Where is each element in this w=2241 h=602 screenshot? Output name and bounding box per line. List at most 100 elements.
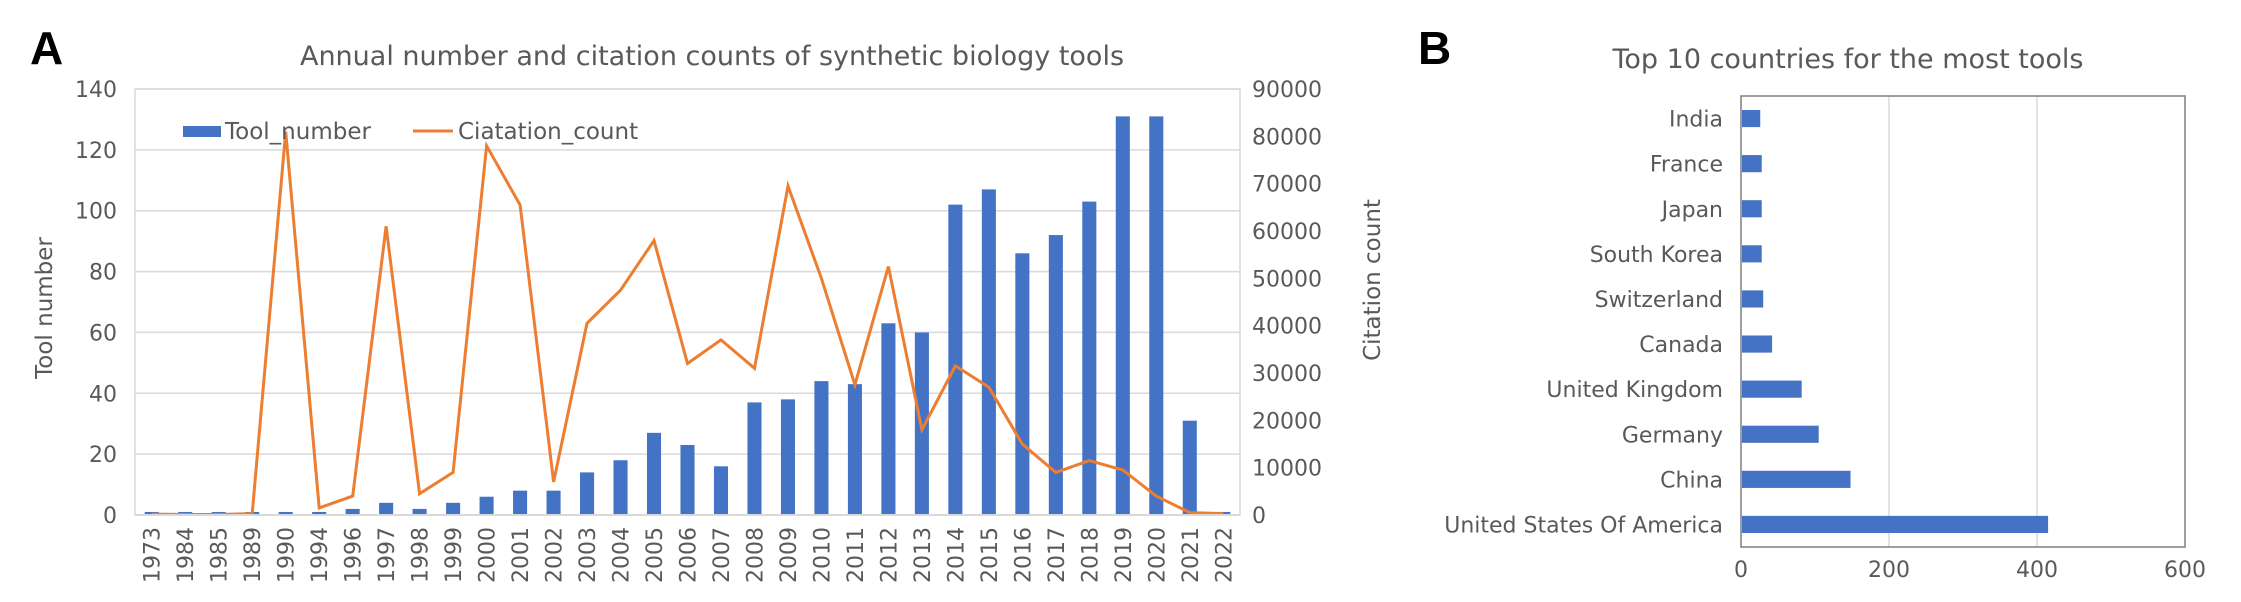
chart-a-bar (278, 511, 293, 515)
combo-chart-annual-tools: Annual number and citation counts of syn… (32, 41, 1386, 583)
chart-a-bar (379, 502, 394, 515)
chart-b-x-tick-label: 0 (1734, 558, 1748, 583)
chart-b-plot-frame (1740, 95, 2186, 548)
chart-a-x-tick-label: 1984 (174, 527, 199, 583)
chart-a-bar (412, 508, 427, 515)
chart-a-bars (144, 116, 1231, 516)
chart-a-x-tick-label: 1999 (442, 527, 467, 583)
chart-a-bar (1182, 420, 1197, 515)
chart-a-bar (713, 466, 729, 515)
panel-a-letter: A (30, 22, 63, 74)
chart-a-bar (1015, 253, 1030, 516)
chart-a-y-tick-label: 20 (89, 443, 117, 468)
chart-a-x-tick-label: 2020 (1145, 527, 1170, 583)
chart-a-y-tick-label: 60 (89, 321, 117, 346)
chart-a-x-tick-label: 2001 (509, 527, 534, 583)
chart-b-x-tick-label: 600 (2164, 558, 2206, 583)
chart-b-x-tick-label: 200 (1868, 558, 1910, 583)
chart-b-bars (1742, 109, 2049, 534)
chart-b-y-tick-label: United States Of America (1444, 513, 1723, 538)
chart-a-x-tick-label: 2005 (643, 527, 668, 583)
chart-a-bar (680, 445, 695, 515)
chart-a-bar (1149, 116, 1164, 515)
chart-a-y2-tick-label: 60000 (1252, 220, 1322, 245)
chart-a-x-tick-label: 2012 (877, 527, 902, 583)
chart-a-bar (1115, 116, 1130, 515)
chart-a-bar (646, 432, 662, 515)
chart-a-y2-tick-label: 10000 (1252, 457, 1322, 482)
chart-b-bar (1742, 380, 1802, 398)
chart-a-bar (513, 490, 528, 515)
panel-b-letter: B (1418, 22, 1451, 74)
chart-a-x-tick-label: 2007 (710, 527, 735, 583)
legend-tool-number-swatch (183, 126, 221, 137)
chart-b-y-tick-label: Canada (1639, 333, 1723, 358)
chart-a-y-tick-label: 140 (75, 78, 117, 103)
chart-a-bar (446, 502, 461, 515)
chart-a-bar (613, 460, 628, 515)
chart-a-legend: Tool_number Ciatation_count (183, 119, 638, 145)
chart-a-x-tick-label: 1996 (342, 527, 367, 583)
chart-a-x-tick-label: 2015 (978, 527, 1003, 583)
chart-b-bar (1742, 155, 1762, 173)
chart-a-x-tick-label: 1973 (141, 527, 166, 583)
chart-a-x-tick-label: 2003 (576, 527, 601, 583)
chart-a-y2-tick-label: 0 (1252, 504, 1266, 529)
chart-a-y2-tick-label: 40000 (1252, 315, 1322, 340)
legend-tool-number-label: Tool_number (224, 119, 371, 145)
chart-a-bar (881, 323, 896, 515)
chart-b-y-tick-label: Germany (1622, 423, 1723, 448)
chart-a-y2-tick-label: 80000 (1252, 125, 1322, 150)
chart-a-bar (747, 402, 762, 515)
chart-b-x-tick-label: 400 (2016, 558, 2058, 583)
chart-b-bar (1742, 245, 1762, 263)
chart-a-x-tick-label: 2016 (1011, 527, 1036, 583)
chart-b-y-tick-label: India (1669, 108, 1723, 133)
chart-a-x-tick-label: 2014 (944, 527, 969, 583)
chart-a-x-tick-label: 2018 (1078, 527, 1103, 583)
chart-a-bar (948, 204, 963, 515)
chart-a-x-tick-label: 2013 (911, 527, 936, 583)
chart-b-y-tick-label: South Korea (1590, 243, 1723, 268)
chart-a-x-tick-label: 1989 (241, 527, 266, 583)
chart-b-axes: 0 200 400 600 United States Of America China G… (1444, 95, 2206, 583)
chart-a-bar (580, 472, 595, 515)
chart-b-y-tick-label: Switzerland (1595, 288, 1723, 313)
chart-a-y-tick-label: 120 (75, 139, 117, 164)
chart-a-x-tick-label: 2009 (777, 527, 802, 583)
chart-a-bar (981, 189, 996, 515)
chart-b-bar (1742, 290, 1764, 308)
chart-a-citation-line (151, 131, 1224, 516)
bar-chart-top-countries: Top 10 countries for the most tools 0 200… (1444, 44, 2206, 583)
chart-a-bar (814, 381, 829, 515)
chart-a-y2-tick-label: 30000 (1252, 362, 1322, 387)
chart-a-y2-tick-label: 90000 (1252, 78, 1322, 103)
chart-a-y2-tick-label: 70000 (1252, 173, 1322, 198)
chart-a-x-tick-label: 2010 (810, 527, 835, 583)
chart-a-bar (345, 508, 360, 515)
chart-b-title: Top 10 countries for the most tools (1612, 44, 2084, 75)
chart-b-y-tick-label: China (1660, 468, 1723, 493)
chart-a-x-tick-label: 2019 (1112, 527, 1137, 583)
chart-a-bar (312, 511, 327, 515)
chart-a-title: Annual number and citation counts of syn… (300, 41, 1124, 72)
chart-a-x-tick-label: 2000 (476, 527, 501, 583)
chart-a-bar (1048, 235, 1063, 516)
chart-b-bar (1742, 515, 2049, 534)
chart-a-y-tick-label: 40 (89, 382, 117, 407)
chart-b-gridlines (1888, 96, 2038, 547)
chart-a-y2-tick-label: 50000 (1252, 267, 1322, 292)
chart-a-axes: 0 20 40 60 80 100 120 140 0 10000 20000 30000 40000 5… (75, 78, 1322, 583)
chart-a-y-tick-label: 0 (103, 504, 117, 529)
chart-b-y-tick-label: United Kingdom (1546, 378, 1723, 403)
chart-a-x-tick-label: 1985 (208, 527, 233, 583)
chart-a-x-tick-label: 2008 (743, 527, 768, 583)
chart-b-bar (1742, 109, 1761, 128)
chart-a-bar (780, 399, 795, 515)
chart-a-x-tick-label: 2021 (1179, 527, 1204, 583)
chart-a-bar (847, 384, 862, 515)
chart-a-x-tick-label: 2017 (1045, 527, 1070, 583)
chart-b-bar (1742, 335, 1773, 353)
chart-a-y2-axis-label: Citation count (1360, 199, 1386, 361)
